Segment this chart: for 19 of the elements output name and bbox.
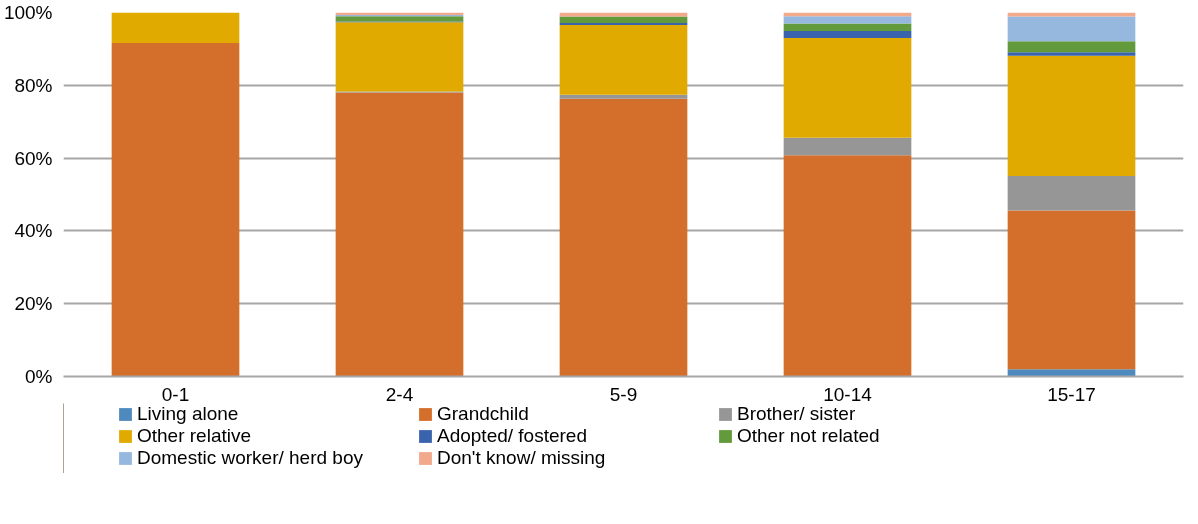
- legend-label: Grandchild: [437, 403, 530, 425]
- x-tick-label: 5-9: [609, 383, 638, 405]
- x-tick-label: 2-4: [385, 383, 414, 405]
- y-tick-label: 0%: [25, 366, 53, 387]
- x-tick-label: 10-14: [823, 383, 873, 405]
- legend-label: Living alone: [137, 403, 240, 425]
- y-tick-label: 100%: [3, 2, 53, 23]
- legend-label: Don't know/ missing: [437, 447, 607, 469]
- y-tick-label: 60%: [14, 147, 53, 169]
- legend-label: Other not related: [737, 425, 881, 447]
- x-tick-label: 15-17: [1047, 383, 1096, 405]
- y-tick-label: 80%: [14, 74, 53, 96]
- legend-label: Adopted/ fostered: [437, 425, 588, 447]
- legend-label: Domestic worker/ herd boy: [137, 447, 364, 469]
- legend-label: Brother/ sister: [737, 403, 857, 425]
- y-tick-label: 20%: [14, 293, 53, 315]
- y-tick-label: 40%: [14, 220, 53, 242]
- x-tick-label: 0-1: [161, 383, 190, 405]
- legend-label: Other relative: [137, 425, 253, 447]
